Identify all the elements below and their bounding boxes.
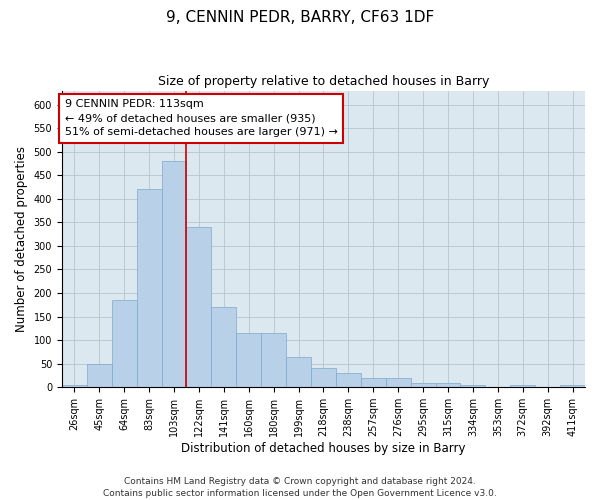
Bar [236,333,261,387]
Bar [560,385,585,387]
X-axis label: Distribution of detached houses by size in Barry: Distribution of detached houses by size … [181,442,466,455]
Bar [187,227,211,387]
Title: Size of property relative to detached houses in Barry: Size of property relative to detached ho… [158,75,489,88]
Bar [436,382,460,387]
Bar [410,382,436,387]
Bar [510,385,535,387]
Bar [137,190,161,387]
Bar [311,368,336,387]
Y-axis label: Number of detached properties: Number of detached properties [15,146,28,332]
Bar [211,307,236,387]
Bar [261,333,286,387]
Bar [161,161,187,387]
Bar [286,356,311,387]
Text: 9, CENNIN PEDR, BARRY, CF63 1DF: 9, CENNIN PEDR, BARRY, CF63 1DF [166,10,434,25]
Bar [386,378,410,387]
Text: Contains HM Land Registry data © Crown copyright and database right 2024.
Contai: Contains HM Land Registry data © Crown c… [103,476,497,498]
Bar [112,300,137,387]
Text: 9 CENNIN PEDR: 113sqm
← 49% of detached houses are smaller (935)
51% of semi-det: 9 CENNIN PEDR: 113sqm ← 49% of detached … [65,100,337,138]
Bar [336,373,361,387]
Bar [460,385,485,387]
Bar [87,364,112,387]
Bar [361,378,386,387]
Bar [62,385,87,387]
